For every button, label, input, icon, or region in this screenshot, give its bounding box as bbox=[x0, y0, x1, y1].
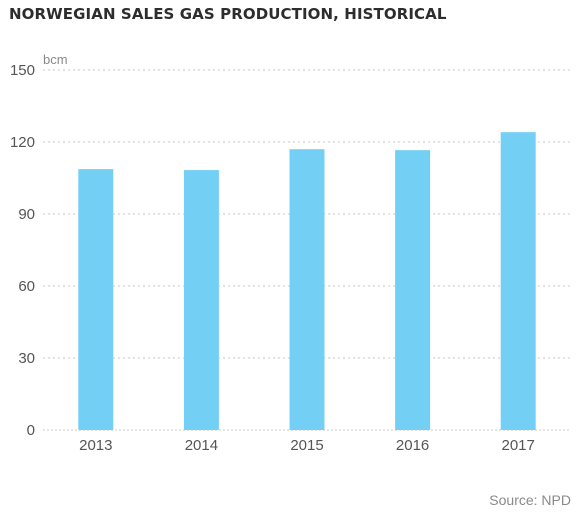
x-tick-label: 2015 bbox=[290, 437, 323, 454]
bar-2014 bbox=[183, 170, 219, 430]
bar-2015 bbox=[289, 149, 325, 430]
bar-2017 bbox=[500, 132, 536, 430]
bar-2016 bbox=[395, 150, 431, 430]
y-tick-label: 90 bbox=[18, 206, 35, 223]
x-tick-label: 2013 bbox=[79, 437, 112, 454]
y-tick-label: 150 bbox=[10, 62, 35, 79]
y-tick-label: 0 bbox=[27, 422, 35, 439]
chart-title: NORWEGIAN SALES GAS PRODUCTION, HISTORIC… bbox=[9, 5, 447, 23]
axes: 0 30 60 90 120 150 2013 2014 2015 2016 2017 bbox=[10, 62, 535, 454]
y-tick-label: 120 bbox=[10, 134, 35, 151]
bar-2013 bbox=[78, 169, 114, 430]
x-tick-label: 2017 bbox=[502, 437, 535, 454]
y-axis-unit-label: bcm bbox=[43, 52, 68, 67]
x-tick-label: 2016 bbox=[396, 437, 429, 454]
source-note: Source: NPD bbox=[489, 492, 571, 508]
y-tick-label: 30 bbox=[18, 350, 35, 367]
bars bbox=[78, 132, 536, 430]
y-tick-label: 60 bbox=[18, 278, 35, 295]
x-tick-label: 2014 bbox=[185, 437, 218, 454]
